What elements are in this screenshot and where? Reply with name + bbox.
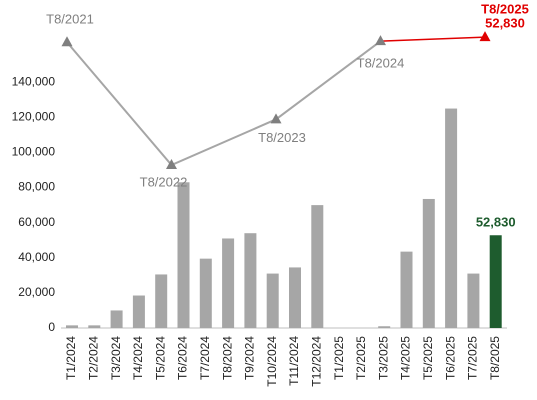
x-tick-label: T6/2024: [176, 336, 190, 380]
bar: [132, 295, 145, 328]
bar: [422, 198, 435, 328]
line-marker: [61, 36, 73, 47]
x-tick-label: T5/2025: [421, 336, 435, 380]
y-tick-label: 60,000: [18, 215, 55, 229]
x-tick-label: T2/2024: [86, 336, 100, 380]
x-tick-label: T3/2025: [376, 336, 390, 380]
bar: [289, 267, 301, 328]
bar: [489, 235, 502, 328]
x-tick-label: T8/2024: [220, 336, 234, 380]
x-tick-label: T4/2024: [131, 336, 145, 380]
bar: [266, 273, 279, 328]
point-label: T8/2023: [258, 130, 306, 145]
y-tick-label: 0: [48, 320, 55, 334]
line: [66, 40, 382, 167]
x-tick-label: T3/2024: [109, 336, 123, 380]
y-tick-label: 20,000: [18, 285, 55, 299]
line-marker: [270, 113, 282, 124]
x-tick-label: T8/2025: [488, 336, 502, 380]
x-tick-label: T7/2024: [198, 336, 212, 380]
bar: [110, 310, 123, 328]
y-tick-label: 100,000: [12, 145, 56, 159]
x-tick-label: T1/2024: [64, 336, 78, 380]
x-tick-label: T10/2024: [265, 336, 279, 387]
point-value-label: 52,830: [485, 16, 525, 31]
y-tick-label: 140,000: [12, 74, 56, 88]
line-marker: [166, 159, 177, 170]
line-marker: [479, 31, 491, 42]
bar: [445, 108, 458, 328]
bar: [199, 258, 212, 328]
bar: [467, 273, 480, 328]
x-tick-label: T7/2025: [466, 336, 480, 380]
x-tick-label: T2/2025: [354, 336, 368, 380]
y-tick-label: 120,000: [12, 110, 56, 124]
x-tick-label: T4/2025: [399, 336, 413, 380]
line-highlight: [380, 36, 486, 42]
bar: [66, 325, 78, 328]
bar: [378, 326, 391, 328]
bar: [400, 251, 413, 328]
line-marker: [375, 35, 386, 46]
bar-value-label: 52,830: [476, 215, 516, 230]
bar: [311, 205, 324, 328]
point-label: T8/2022: [140, 174, 188, 189]
point-label: T8/2024: [357, 56, 405, 71]
bar: [177, 182, 190, 328]
x-tick-label: T5/2024: [153, 336, 167, 380]
x-tick-label: T12/2024: [309, 336, 323, 387]
y-tick-label: 80,000: [18, 180, 55, 194]
point-label: T8/2021: [46, 12, 94, 27]
point-label: T8/2025: [481, 2, 529, 17]
bar: [244, 233, 257, 328]
bar: [155, 274, 168, 328]
y-tick-label: 40,000: [18, 250, 55, 264]
bar: [88, 325, 101, 328]
x-tick-label: T1/2025: [332, 336, 346, 380]
x-tick-label: T9/2024: [243, 336, 257, 380]
x-tick-label: T6/2025: [443, 336, 457, 380]
x-tick-label: T11/2024: [287, 336, 301, 386]
bar: [222, 238, 235, 328]
